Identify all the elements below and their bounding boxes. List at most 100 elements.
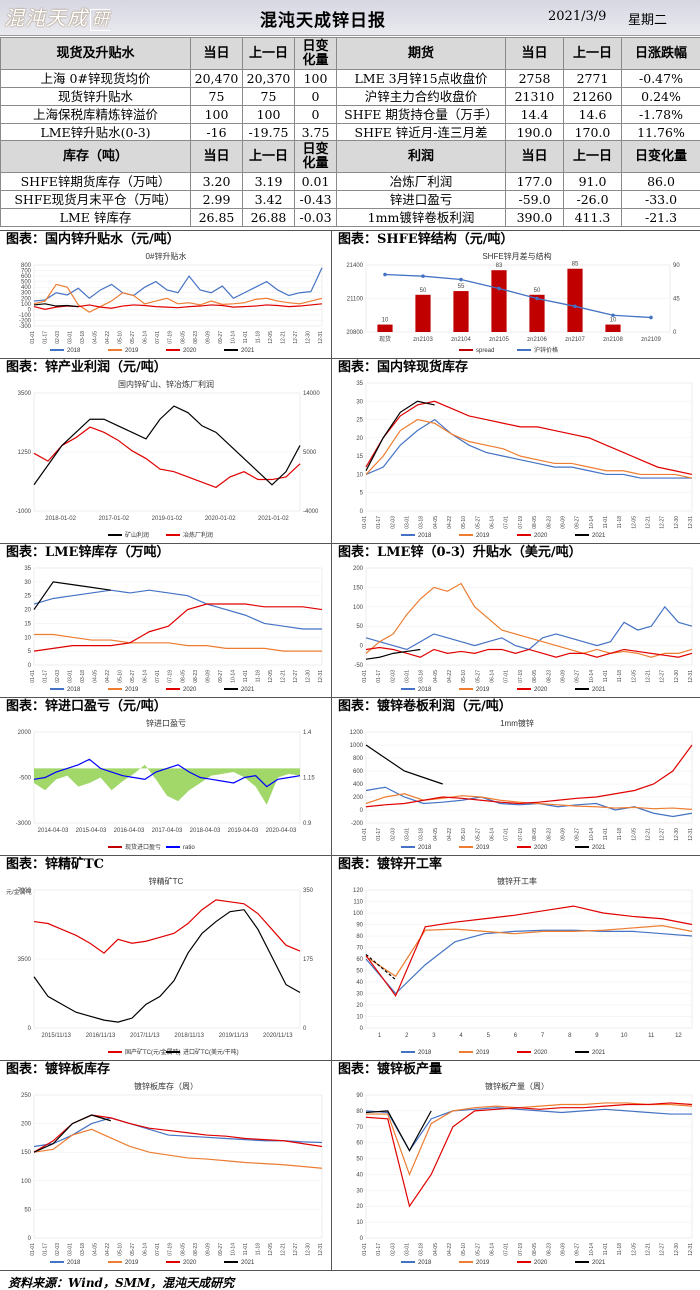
data-label: 50 <box>420 288 427 294</box>
y-tick-label: 60 <box>356 957 363 963</box>
x-tick-label: 06-14 <box>490 828 496 841</box>
table-cell: LME 3月锌15点收盘价 <box>336 69 506 88</box>
y-tick-label: 21400 <box>346 263 363 269</box>
point <box>459 277 463 282</box>
legend-label: 2021 <box>592 1050 606 1056</box>
x-tick-label: 2016-04-03 <box>114 828 145 834</box>
y-tick-label: 0 <box>28 307 32 313</box>
bar <box>453 291 469 332</box>
table-cell: SHFE 锌近月-连三月差 <box>336 123 506 142</box>
y-tick-label: 3500 <box>18 391 32 397</box>
y2-tick-label: 1.4 <box>303 730 312 736</box>
col-header: 日变化量 <box>294 37 337 70</box>
x-tick-label: 12-30 <box>674 670 680 683</box>
x-tick-label: 2017-04-03 <box>152 828 183 834</box>
table-cell: 170.0 <box>563 123 622 142</box>
x-tick-label: 12-21 <box>280 1243 286 1256</box>
x-tick-label: zn2104 <box>451 337 471 343</box>
table-cell: SHFE锌期货库存（万吨） <box>0 172 191 191</box>
chart-title: 镀锌开工率 <box>497 876 537 886</box>
chart-title: 锌进口盈亏 <box>146 718 186 728</box>
line-series <box>33 899 301 954</box>
x-tick-label: 09-09 <box>205 670 211 683</box>
x-tick-label: 01-01 <box>362 516 368 529</box>
x-tick-label: 10-14 <box>230 1243 236 1256</box>
line-series <box>33 283 323 313</box>
x-tick-label: 03-01 <box>68 670 74 683</box>
y-tick-label: 40 <box>356 980 363 986</box>
x-tick-label: 11-18 <box>617 828 623 841</box>
point <box>383 272 387 277</box>
point <box>535 296 539 301</box>
table-cell: 锌进口盈亏 <box>336 190 506 209</box>
x-tick-label: 09-27 <box>575 1243 581 1256</box>
y-tick-label: 1000 <box>350 743 364 749</box>
x-tick-label: 05-10 <box>461 670 467 683</box>
y2-tick-label: 45 <box>673 297 680 303</box>
y2-tick-label: 90 <box>673 263 680 269</box>
y-tick-label: 15 <box>356 454 363 460</box>
x-tick-label: 07-19 <box>518 516 524 529</box>
legend-label: 2018 <box>418 845 432 851</box>
x-tick-label: 8 <box>568 1033 572 1039</box>
chart-caption: 图表：镀锌板库存 <box>6 1062 111 1077</box>
panel-divider <box>331 855 332 1060</box>
col-header: 上一日 <box>242 37 295 70</box>
x-tick-label: 03-18 <box>80 1243 86 1256</box>
x-tick-label: 02-03 <box>55 331 61 344</box>
table-cell: SHFE现货月末平仓（万吨） <box>0 190 191 209</box>
y-tick-label: 100 <box>21 302 32 308</box>
chart-8: 锌精矿TC 0 3500 7000 0 175 350 2015/11/13 2016/11/1… <box>2 874 330 1058</box>
table-row: 上海 0#锌现货均价 20,470 20,370 100 LME 3月锌15点收盘价 27… <box>0 69 700 88</box>
x-tick-label: 03-01 <box>405 1243 411 1256</box>
table-cell: 11.76% <box>621 123 700 142</box>
x-tick-label: 2020-04-03 <box>266 828 297 834</box>
chart-title: 锌精矿TC <box>149 876 184 886</box>
table-cell: 390.0 <box>505 208 564 227</box>
y-tick-label: 10 <box>24 635 31 641</box>
y-tick-label: -3000 <box>16 821 32 827</box>
col-header: 上一日 <box>242 140 295 173</box>
y-tick-label: 200 <box>353 795 364 801</box>
table-row: SHFE锌期货库存（万吨） 3.20 3.19 0.01 冶炼厂利润 177.0 91.0 8… <box>0 172 700 191</box>
x-tick-label: 12-27 <box>660 670 666 683</box>
legend-label: 冶炼厂利润 <box>183 531 213 539</box>
x-tick-label: 12-27 <box>660 828 666 841</box>
col-header: 当日 <box>505 140 564 173</box>
y-tick-label: 0 <box>360 644 364 650</box>
report-date: 2021/3/9 <box>548 9 607 24</box>
x-tick-label: 09-27 <box>575 670 581 683</box>
y-tick-label: 0 <box>360 509 364 515</box>
bar <box>377 324 393 332</box>
x-tick-label: 01-17 <box>376 1243 382 1256</box>
x-tick-label: 08-05 <box>180 331 186 344</box>
y-tick-label: 400 <box>21 285 32 291</box>
table-cell: 21310 <box>505 87 564 106</box>
x-tick-label: 08-05 <box>532 828 538 841</box>
x-tick-label: 04-22 <box>447 670 453 683</box>
line-series <box>365 1110 432 1152</box>
legend-label: 2019 <box>125 348 139 354</box>
x-tick-label: 5 <box>487 1033 491 1039</box>
x-tick-label: 08-23 <box>193 1243 199 1256</box>
x-tick-label: 03-18 <box>419 828 425 841</box>
table-cell: 190.0 <box>505 123 564 142</box>
x-tick-label: 12-05 <box>268 670 274 683</box>
x-tick-label: 08-23 <box>546 516 552 529</box>
x-tick-label: 11-01 <box>243 1243 249 1256</box>
chart-title: 镀锌板库存（周） <box>134 1081 198 1091</box>
x-tick-label: 2015/11/13 <box>41 1033 71 1039</box>
table-cell: -21.3 <box>621 208 700 227</box>
line-series <box>365 400 693 476</box>
report-weekday: 星期二 <box>628 13 668 28</box>
x-tick-label: 06-14 <box>490 516 496 529</box>
x-tick-label: 12-05 <box>268 1243 274 1256</box>
y-tick-label: 700 <box>21 269 32 275</box>
table-cell: 0.24% <box>621 87 700 106</box>
y-tick-label: -500 <box>19 776 32 782</box>
x-tick-label: 05-27 <box>475 828 481 841</box>
x-tick-label: 10-14 <box>589 828 595 841</box>
legend-label: 2019 <box>125 1260 139 1266</box>
x-tick-label: 2018-01-02 <box>45 516 76 522</box>
table-cell: -59.0 <box>505 190 564 209</box>
